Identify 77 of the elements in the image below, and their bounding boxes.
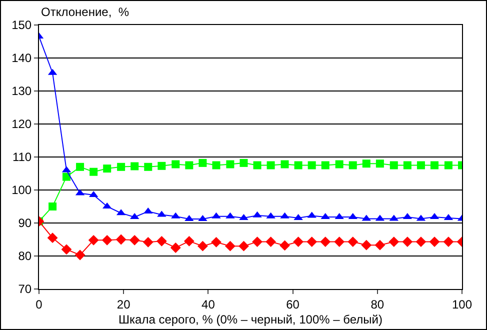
x-tick-label: 0	[36, 297, 43, 312]
x-tick-label: 40	[202, 297, 216, 312]
y-tick-label: 140	[12, 51, 32, 66]
point	[334, 236, 345, 248]
point	[184, 236, 194, 246]
point	[142, 236, 154, 248]
point	[335, 160, 344, 168]
point	[76, 162, 84, 171]
point	[211, 236, 222, 248]
point	[266, 236, 276, 248]
y-tick-label: 130	[12, 84, 32, 98]
point	[172, 160, 180, 168]
point	[238, 240, 249, 252]
y-tick-label: 120	[12, 117, 32, 132]
point	[88, 234, 99, 246]
point	[212, 161, 220, 170]
point	[293, 236, 304, 248]
point	[402, 236, 413, 248]
y-tick-label: 70	[18, 282, 32, 296]
point	[388, 236, 400, 248]
point	[116, 234, 126, 245]
point	[144, 162, 152, 171]
point	[47, 232, 58, 244]
point	[416, 236, 426, 248]
point	[320, 236, 331, 248]
point	[130, 162, 139, 170]
point	[62, 172, 70, 181]
point	[308, 161, 316, 170]
point	[48, 202, 57, 210]
point	[348, 236, 358, 248]
point	[74, 250, 86, 260]
point	[156, 236, 167, 246]
x-tick-label: 60	[286, 297, 300, 312]
point	[376, 160, 384, 168]
point	[225, 240, 236, 252]
point	[198, 240, 208, 252]
point	[240, 158, 248, 167]
y-tick-label: 110	[12, 150, 32, 164]
point	[226, 160, 234, 168]
point	[444, 161, 452, 170]
y-tick-label: 90	[18, 216, 32, 230]
point	[103, 164, 112, 173]
point	[306, 236, 318, 248]
point	[253, 161, 262, 170]
x-tick-label: 80	[370, 297, 384, 312]
point	[321, 161, 330, 170]
x-axis-title: Шкала серого, % (0% – черный, 100% – белый)	[118, 312, 382, 326]
point	[117, 162, 126, 171]
point	[61, 244, 72, 255]
y-tick-label: 80	[18, 249, 32, 264]
x-tick-label: 20	[116, 297, 131, 312]
y-axis-title: Отклонение, %	[41, 5, 130, 19]
point	[430, 161, 439, 170]
point	[294, 161, 302, 170]
point	[158, 162, 166, 170]
point	[185, 161, 194, 170]
point	[429, 236, 440, 248]
point	[266, 161, 275, 170]
point	[129, 234, 140, 246]
point	[170, 242, 181, 253]
x-tick-label: 100	[452, 297, 472, 312]
point	[443, 236, 454, 248]
point	[374, 240, 386, 250]
point	[403, 161, 412, 170]
point	[198, 158, 207, 167]
point	[361, 240, 372, 250]
point	[280, 240, 290, 251]
y-tick-label: 100	[12, 183, 32, 198]
y-tick-label: 150	[12, 18, 32, 32]
point	[102, 234, 112, 246]
point	[416, 161, 425, 170]
point	[280, 160, 289, 168]
point	[348, 161, 357, 170]
point	[362, 160, 370, 168]
point	[90, 168, 98, 176]
point	[252, 236, 262, 248]
point	[390, 161, 398, 170]
